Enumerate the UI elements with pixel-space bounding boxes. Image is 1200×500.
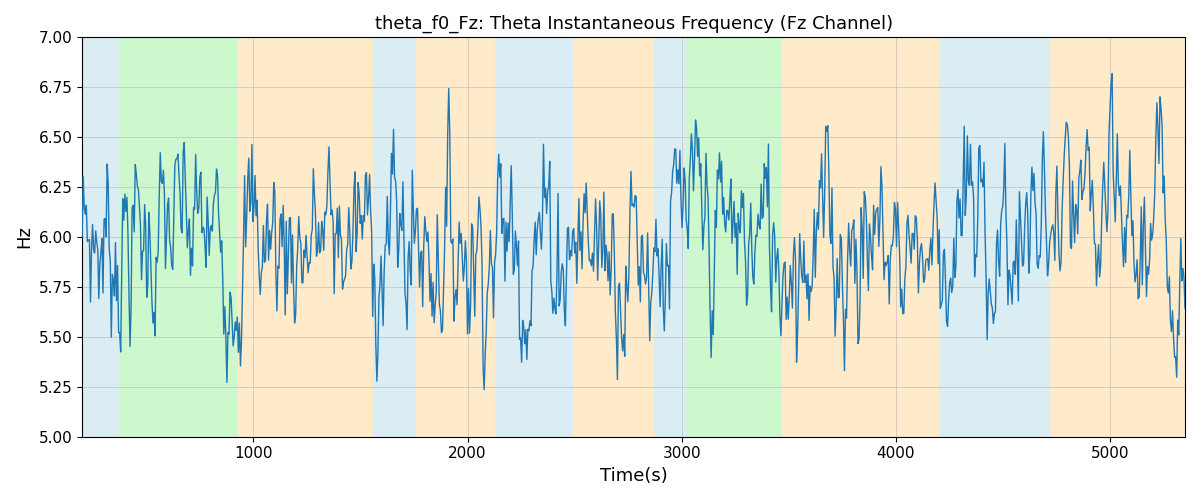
Bar: [119, 38, 239, 436]
Bar: [373, 38, 416, 436]
Bar: [416, 38, 496, 436]
Bar: [82, 38, 119, 436]
Bar: [654, 38, 686, 436]
Title: theta_f0_Fz: Theta Instantaneous Frequency (Fz Channel): theta_f0_Fz: Theta Instantaneous Frequen…: [374, 15, 893, 34]
Bar: [572, 38, 654, 436]
Bar: [686, 38, 782, 436]
Y-axis label: Hz: Hz: [14, 226, 32, 248]
Bar: [496, 38, 572, 436]
Bar: [239, 38, 373, 436]
Bar: [938, 38, 1050, 436]
Bar: [782, 38, 938, 436]
X-axis label: Time(s): Time(s): [600, 467, 667, 485]
Bar: [1050, 38, 1186, 436]
